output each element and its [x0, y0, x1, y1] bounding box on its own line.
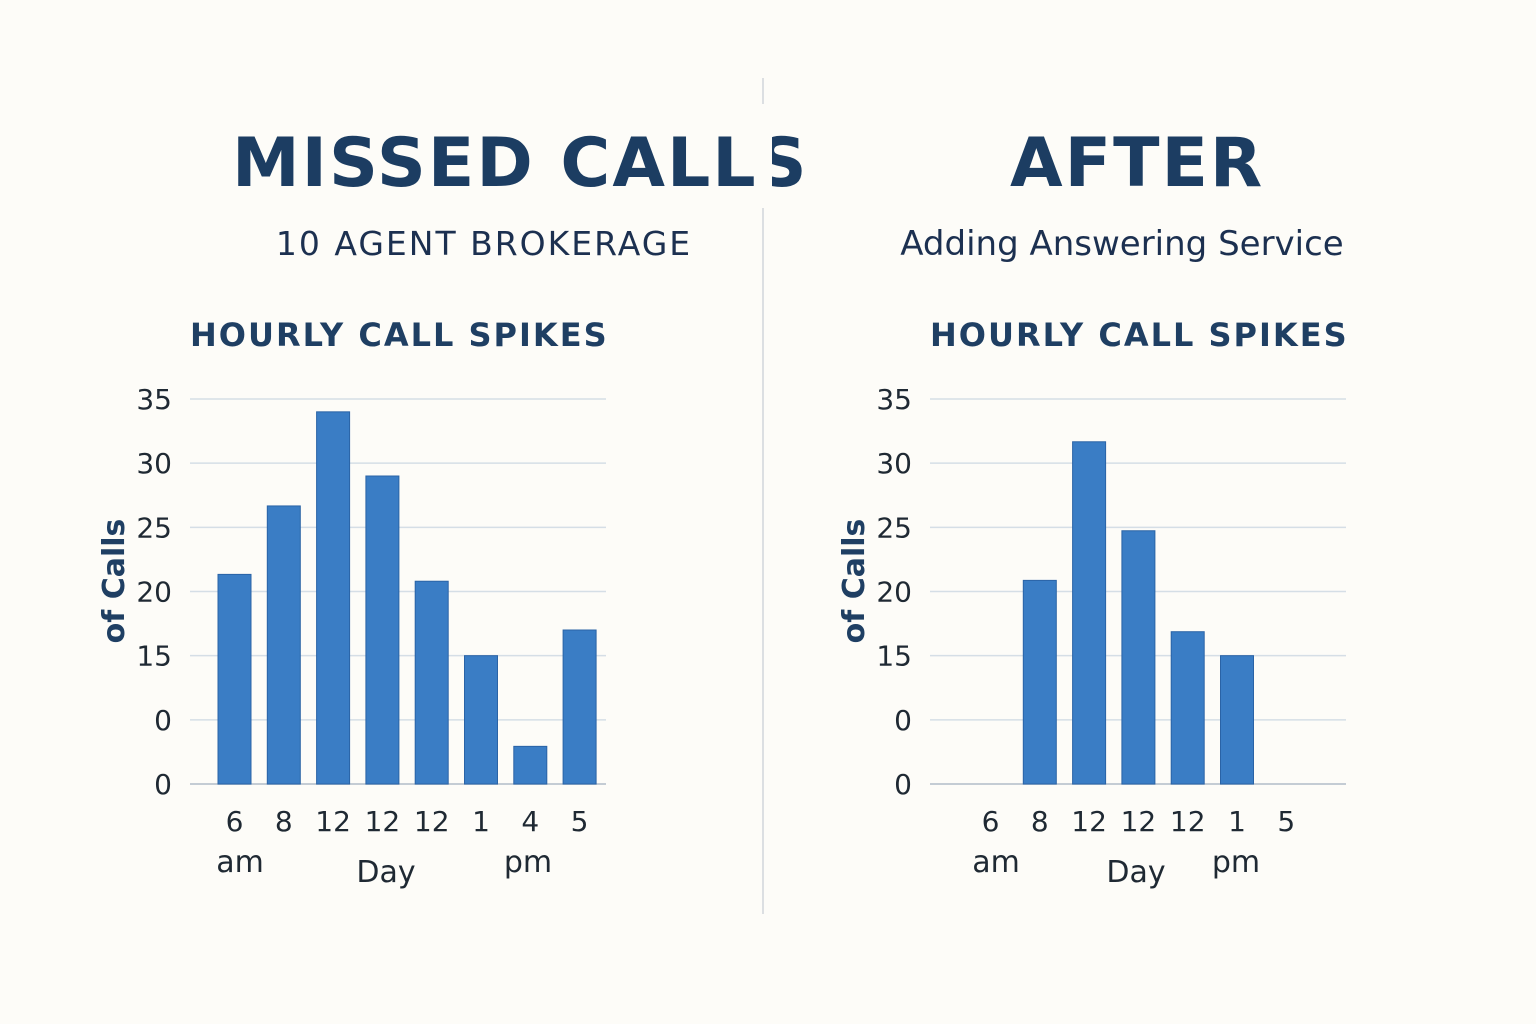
- left-panel-subtitle: 10 AGENT BROKERAGE: [275, 224, 693, 263]
- right-chart-title: HOURLY CALL SPIKES: [930, 316, 1349, 354]
- x-tick-label: 8: [1031, 805, 1049, 838]
- left-chart-title: HOURLY CALL SPIKES: [190, 316, 609, 354]
- y-tick-label: 15: [876, 640, 912, 673]
- bar: [217, 573, 252, 785]
- x-tick-label: 5: [1277, 805, 1295, 838]
- x-tick-label: 12: [414, 805, 450, 838]
- right-panel-title: AFTER: [1010, 124, 1265, 203]
- bar: [464, 655, 498, 785]
- y-tick-label: 35: [136, 383, 172, 416]
- panel-divider: [762, 78, 764, 914]
- y-tick-label: 0: [154, 704, 172, 737]
- bar: [1220, 655, 1254, 785]
- x-tick-label: 4: [521, 805, 539, 838]
- bar: [1121, 530, 1156, 785]
- x-tick-label: 12: [1071, 805, 1107, 838]
- bar: [266, 505, 301, 785]
- left-panel-title: MISSED CALLS: [232, 124, 809, 203]
- divider-gap: [756, 104, 772, 208]
- x-tick-label: 12: [365, 805, 401, 838]
- bar: [513, 745, 548, 785]
- x-tick-label: 12: [1170, 805, 1206, 838]
- bar: [562, 629, 597, 785]
- y-axis-label: of Calls: [837, 519, 872, 644]
- y-tick-label: 20: [876, 576, 912, 609]
- x-tick-label: 1: [1228, 805, 1246, 838]
- x-sub-label: pm: [504, 845, 552, 880]
- bar: [1072, 441, 1107, 785]
- y-axis-label: of Calls: [97, 519, 132, 644]
- bar: [365, 475, 400, 785]
- y-tick-label: 30: [136, 447, 172, 480]
- y-tick-label: 25: [136, 511, 172, 544]
- x-tick-label: 12: [315, 805, 351, 838]
- x-tick-label: 8: [275, 805, 293, 838]
- right-panel-subtitle: Adding Answering Service: [900, 224, 1344, 264]
- y-tick-label: 30: [876, 447, 912, 480]
- x-sub-label: am: [972, 845, 1020, 880]
- x-sub-label: am: [216, 845, 264, 880]
- x-tick-label: 6: [982, 805, 1000, 838]
- y-tick-label: 0: [154, 768, 172, 801]
- right-bar-chart: 0 0 15 20 25 30 35 6 8 12 12 12 1 5 am pm Day of Calls: [837, 383, 1346, 890]
- x-tick-label: 5: [571, 805, 589, 838]
- y-tick-label: 0: [894, 768, 912, 801]
- y-tick-label: 20: [136, 576, 172, 609]
- y-tick-label: 25: [876, 511, 912, 544]
- x-axis-label: Day: [1106, 855, 1165, 890]
- bar: [1170, 631, 1205, 785]
- x-sub-label: pm: [1212, 845, 1260, 880]
- x-tick-label: 6: [226, 805, 244, 838]
- x-axis-label: Day: [356, 855, 415, 890]
- y-tick-label: 15: [136, 640, 172, 673]
- bar: [414, 580, 449, 785]
- bar: [1022, 579, 1057, 785]
- y-tick-label: 35: [876, 383, 912, 416]
- y-tick-label: 0: [894, 704, 912, 737]
- bar: [316, 411, 351, 785]
- x-tick-label: 12: [1121, 805, 1157, 838]
- left-bar-chart: 0 0 15 20 25 30 35 6 8 12 12 12 1 4 5 am pm Day of Calls: [97, 383, 606, 890]
- x-tick-label: 1: [472, 805, 490, 838]
